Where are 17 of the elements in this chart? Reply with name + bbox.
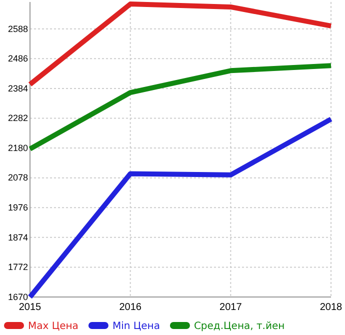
x-tick-label: 2016 — [119, 302, 142, 314]
y-tick-label: 1670 — [8, 292, 28, 302]
x-tick-label: 2018 — [320, 302, 343, 314]
y-tick-label: 1976 — [8, 202, 28, 213]
y-tick-label: 2078 — [8, 172, 28, 183]
legend-label: Max Цена — [28, 321, 78, 332]
x-tick-label: 2017 — [220, 302, 242, 314]
y-tick-label: 2180 — [8, 142, 28, 153]
y-tick-label: 1772 — [8, 262, 28, 272]
x-tick-label: 2015 — [18, 302, 42, 314]
y-tick-label: 2282 — [8, 113, 28, 124]
y-tick-label: 2588 — [8, 24, 28, 34]
y-tick-label: 1874 — [8, 232, 28, 242]
legend-label: Сред.Цена, т.йен — [194, 321, 285, 332]
legend-label: Min Цена — [112, 321, 160, 332]
y-tick-label: 2384 — [8, 83, 28, 94]
y-tick-label: 2486 — [8, 54, 28, 64]
